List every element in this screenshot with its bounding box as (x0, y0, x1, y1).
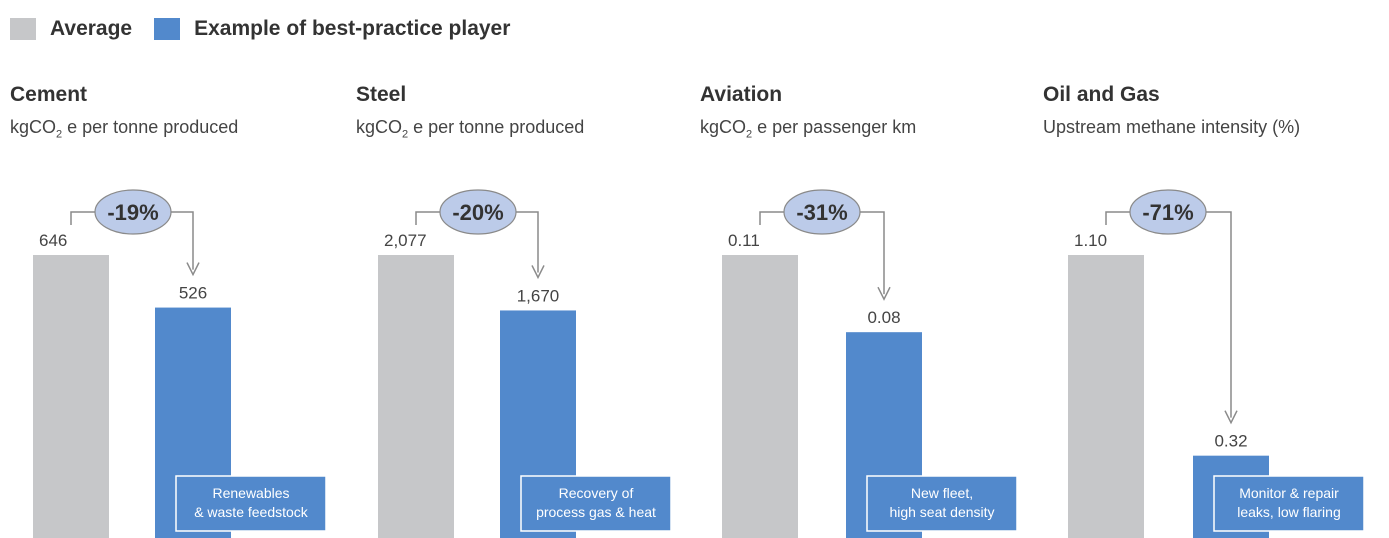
value-label-best-oil-and-gas: 0.32 (1214, 432, 1247, 451)
panel-title-oil-and-gas: Oil and Gas (1043, 83, 1160, 106)
legend-item-average: Average (10, 17, 132, 41)
value-label-average-cement: 646 (39, 231, 67, 250)
value-label-average-oil-and-gas: 1.10 (1074, 231, 1107, 250)
legend-label-best: Example of best-practice player (194, 17, 511, 40)
note-text-aviation-2: high seat density (889, 504, 994, 520)
change-label-steel: -20% (452, 200, 503, 225)
panel-title-steel: Steel (356, 83, 407, 106)
change-ellipse-cement (94, 189, 172, 235)
value-label-average-aviation: 0.11 (728, 231, 760, 250)
arrow-head-steel (531, 265, 545, 280)
arrow-head-cement (186, 262, 200, 277)
note-text-steel-1: Recovery of (559, 485, 634, 501)
arrow-head-oil-and-gas (1224, 410, 1238, 425)
value-label-best-cement: 526 (179, 284, 207, 303)
panel-unit-oil-and-gas: Upstream methane intensity (%) (1043, 117, 1301, 137)
note-text-aviation-1: New fleet, (911, 485, 973, 501)
note-text-oil-and-gas-2: leaks, low flaring (1237, 504, 1341, 520)
note-text-cement-2: & waste feedstock (194, 504, 309, 520)
change-label-aviation: -31% (796, 200, 847, 225)
arrow-head-aviation (877, 286, 891, 301)
panel-unit-aviation: kgCO2 e per passenger km (700, 117, 917, 141)
note-box-aviation (866, 475, 1018, 532)
bar-average-aviation (722, 255, 798, 538)
legend-swatch-average (10, 18, 36, 40)
value-label-average-steel: 2,077 (384, 231, 427, 250)
note-box-cement (175, 475, 327, 532)
note-text-oil-and-gas-1: Monitor & repair (1239, 485, 1339, 501)
note-text-cement-1: Renewables (212, 485, 289, 501)
bar-average-cement (33, 255, 109, 538)
note-box-steel (520, 475, 672, 532)
legend-item-best: Example of best-practice player (154, 17, 510, 41)
panel-title-cement: Cement (10, 83, 88, 106)
bar-average-oil-and-gas (1068, 255, 1144, 538)
legend-label-average: Average (50, 17, 133, 40)
panel-unit-cement: kgCO2 e per tonne produced (10, 117, 239, 141)
legend-swatch-best (154, 18, 181, 40)
change-ellipse-aviation (783, 189, 861, 235)
panel-title-aviation: Aviation (700, 83, 783, 106)
bar-average-steel (378, 255, 454, 538)
change-label-oil-and-gas: -71% (1142, 200, 1193, 225)
value-label-best-aviation: 0.08 (867, 308, 900, 327)
change-ellipse-oil-and-gas (1129, 189, 1207, 235)
change-label-cement: -19% (107, 200, 158, 225)
note-box-oil-and-gas (1213, 475, 1365, 532)
change-ellipse-steel (439, 189, 517, 235)
note-text-steel-2: process gas & heat (536, 504, 656, 520)
value-label-best-steel: 1,670 (517, 286, 560, 305)
panel-unit-steel: kgCO2 e per tonne produced (356, 117, 585, 141)
legend: Average Example of best-practice player (10, 17, 532, 41)
